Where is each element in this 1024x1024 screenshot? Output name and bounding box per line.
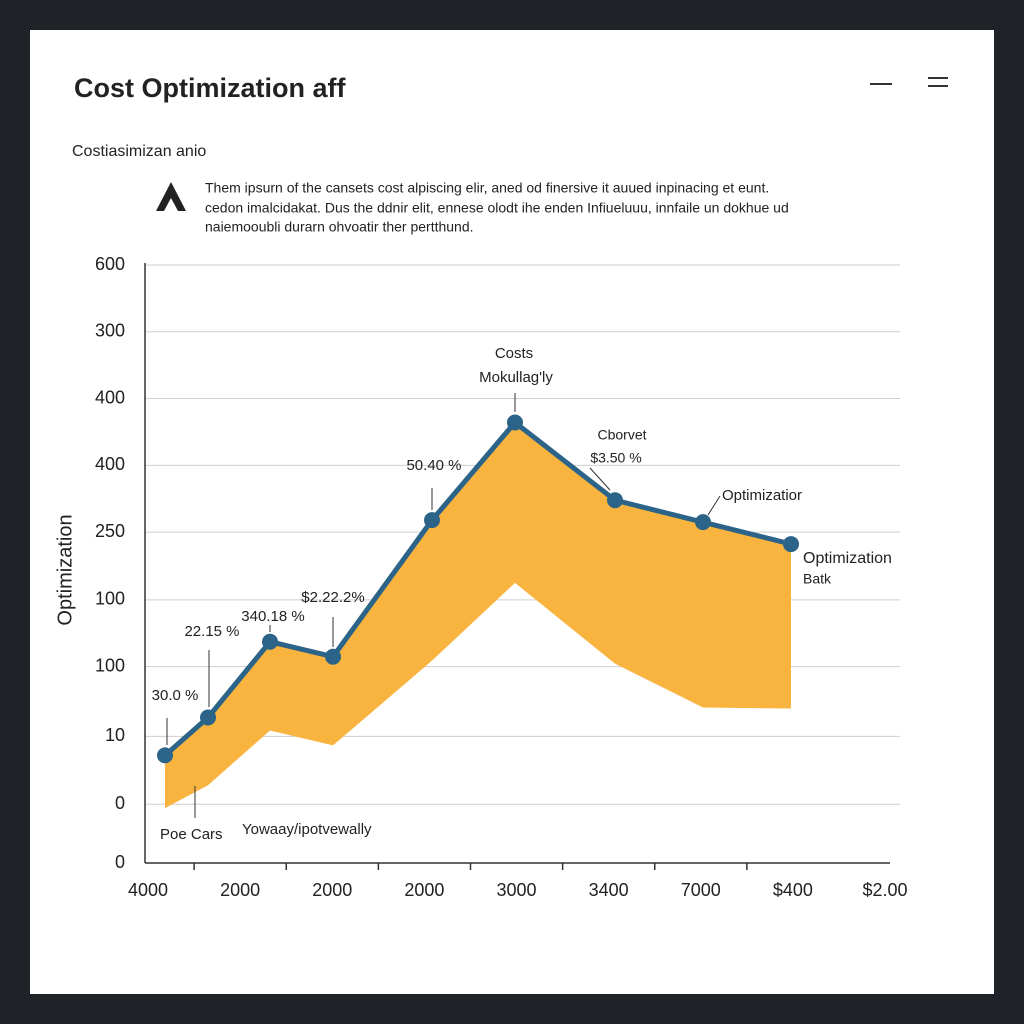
point <box>695 514 711 531</box>
y-tick-label: 100 <box>95 589 125 609</box>
x-tick-label: 7000 <box>681 880 721 900</box>
warning-icon <box>156 182 186 211</box>
annotation: Batk <box>803 571 832 587</box>
annotation: Optimizatior <box>722 487 802 504</box>
description-line: cedon imalcidakat. Dus the ddnir elit, e… <box>205 200 789 216</box>
point <box>325 648 341 665</box>
annotation: 30.0 % <box>152 687 199 704</box>
point <box>607 492 623 509</box>
x-tick-label: 4000 <box>128 880 168 900</box>
x-tick-label: 2000 <box>312 880 352 900</box>
point <box>783 536 799 553</box>
y-tick-label: 100 <box>95 655 125 675</box>
y-axis-label: Optimization <box>54 514 76 625</box>
annotation: Mokullag'ly <box>479 369 553 386</box>
point <box>157 747 173 764</box>
y-tick-label: 0 <box>115 852 125 872</box>
x-tick-label: $400 <box>773 880 813 900</box>
annotation: 340.18 % <box>241 608 304 625</box>
x-tick-label: $2.00 <box>862 880 907 900</box>
leader-line <box>707 495 721 516</box>
annotation: Poe Cars <box>160 826 223 843</box>
point <box>507 414 523 431</box>
chart-title: Cost Optimization aff <box>74 73 346 103</box>
y-tick-label: 250 <box>95 521 125 541</box>
y-tick-label: 400 <box>95 454 125 474</box>
x-tick-label: 3400 <box>589 880 629 900</box>
subtitle: Costiasimizan anio <box>72 143 206 160</box>
x-tick-label: 2000 <box>404 880 444 900</box>
annotation: Costs <box>495 345 533 362</box>
y-tick-label: 400 <box>95 387 125 407</box>
point <box>262 633 278 650</box>
menu-button[interactable] <box>928 77 948 87</box>
annotation: $2.22.2% <box>301 589 364 606</box>
annotation: 22.15 % <box>184 623 239 640</box>
x-tick-label: 3000 <box>496 880 536 900</box>
leader-line <box>589 467 611 491</box>
point <box>200 709 216 726</box>
annotation: Cborvet <box>597 427 646 443</box>
description-line: naiemooubli durarn ohvoatir ther pertthu… <box>205 219 474 235</box>
point <box>424 512 440 529</box>
y-tick-label: 600 <box>95 254 125 274</box>
x-tick-label: 2000 <box>220 880 260 900</box>
annotation: 50.40 % <box>406 457 461 474</box>
annotation: $3.50 % <box>590 450 641 466</box>
y-tick-label: 300 <box>95 321 125 341</box>
description-line: Them ipsurn of the cansets cost alpiscin… <box>205 180 769 196</box>
y-tick-label: 0 <box>115 793 125 813</box>
y-tick-label: 10 <box>105 725 125 745</box>
annotation: Yowaay/ipotvewally <box>242 821 372 838</box>
area <box>165 422 791 809</box>
annotation: Optimization <box>803 550 892 567</box>
